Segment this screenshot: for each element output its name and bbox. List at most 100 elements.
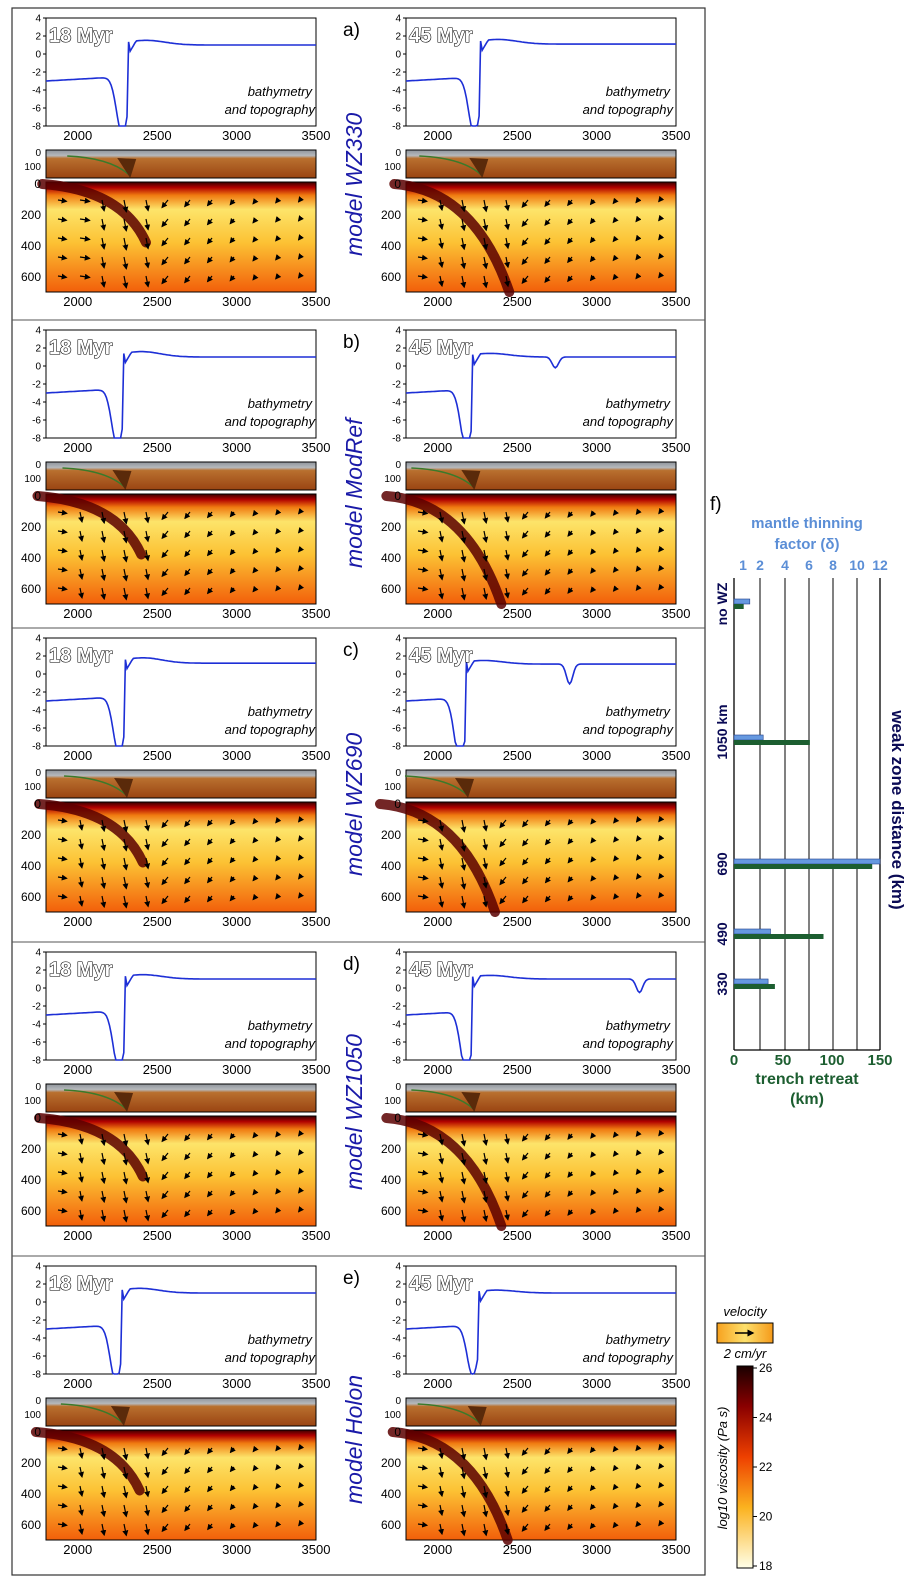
velocity-arrow <box>122 819 129 833</box>
row-letter: e) <box>343 1268 360 1289</box>
crust-ytick-label: 100 <box>24 162 41 173</box>
mantle-ytick-label: 200 <box>381 828 401 842</box>
velocity-arrow <box>417 874 429 881</box>
velocity-arrow <box>252 217 259 224</box>
velocity-arrow <box>482 218 489 232</box>
velocity-arrow <box>460 1133 467 1147</box>
velocity-arrow <box>612 1169 619 1176</box>
velocity-arrow <box>567 218 574 226</box>
panel-c-right: 4 2 0 -2 -4 -6 -8 45 Myr bathymetry and topograph… <box>375 634 690 929</box>
mantle-xtick-label: 3500 <box>662 1542 691 1557</box>
top-tick-label: 4 <box>781 557 789 573</box>
bathy-ytick-label: -8 <box>32 434 41 445</box>
bathy-xtick-label: 3500 <box>662 128 691 143</box>
bar-trench-retreat <box>734 604 744 609</box>
bathy-ytick-label: -8 <box>32 122 41 133</box>
slab-body <box>381 1113 507 1231</box>
velocity-arrow <box>612 1502 619 1510</box>
velocity-arrow <box>144 275 151 288</box>
crust-section <box>45 461 317 491</box>
velocity-arrow <box>544 218 551 227</box>
velocity-arrow <box>567 1171 574 1178</box>
velocity-arrow <box>297 583 305 591</box>
slab-body <box>387 1427 513 1545</box>
slab-tip <box>455 778 474 798</box>
bar-mantle-thinning <box>733 928 771 935</box>
top-tick-label: 8 <box>829 557 837 573</box>
slab-tip <box>114 1092 134 1112</box>
velocity-arrow <box>635 1501 642 1509</box>
category-label: 1050 km <box>714 704 730 759</box>
bathy-xtick-label: 3500 <box>302 1376 331 1391</box>
velocity-arrow <box>417 1521 429 1528</box>
velocity-arrow <box>184 587 191 596</box>
velocity-arrow <box>635 816 642 823</box>
bathy-ytick-label: -4 <box>32 1020 41 1031</box>
slab-body <box>32 491 147 560</box>
bathy-ytick-label: 0 <box>395 362 401 373</box>
velocity-arrow <box>567 1190 574 1197</box>
crust-ytick-label: 0 <box>395 1396 401 1407</box>
velocity-arrow <box>567 818 574 826</box>
velocity-arrow <box>544 895 551 903</box>
velocity-arrow <box>144 530 151 543</box>
mantle-ytick-label: 600 <box>381 890 401 904</box>
velocity-arrow <box>589 1446 596 1454</box>
velocity-arrow <box>100 1152 107 1166</box>
velocity-arrow <box>184 275 191 284</box>
velocity-arrow <box>438 1209 445 1222</box>
bottom-tick-label: 150 <box>867 1052 892 1069</box>
bathy-xtick-label: 2000 <box>423 1062 452 1077</box>
velocity-arrow <box>122 1190 129 1204</box>
velocity-arrow <box>275 1520 282 1528</box>
velocity-arrow <box>78 838 84 850</box>
velocity-arrow <box>460 895 467 909</box>
mantle-xtick-label: 2000 <box>63 1228 92 1243</box>
time-label: 18 Myr <box>49 337 113 359</box>
velocity-arrow <box>590 837 597 844</box>
velocity-arrow <box>521 256 529 266</box>
velocity-arrow <box>460 819 467 833</box>
bathy-xtick-label: 3500 <box>662 440 691 455</box>
velocity-arrow <box>78 1190 84 1202</box>
velocity-arrow <box>184 1190 191 1199</box>
panel-e-left: 4 2 0 -2 -4 -6 -8 18 Myr bathymetry and topograph… <box>21 1262 330 1558</box>
velocity-arrow <box>206 819 214 827</box>
velocity-arrow <box>635 508 642 516</box>
bottom-axis-title-2: (km) <box>790 1091 824 1108</box>
bathymetry-profile <box>405 974 676 1061</box>
velocity-arrow <box>161 275 169 285</box>
velocity-arrow <box>460 838 467 852</box>
crust-ytick-label: 100 <box>24 782 41 793</box>
velocity-arrow <box>438 876 445 889</box>
bathymetry-profile <box>45 350 316 439</box>
velocity-arrow <box>100 1466 107 1480</box>
bathy-xtick-label: 2500 <box>503 1376 532 1391</box>
bathy-ytick-label: -4 <box>392 1020 401 1031</box>
velocity-arrow <box>229 1189 236 1197</box>
velocity-arrow <box>417 1483 429 1490</box>
velocity-arrow <box>567 256 574 264</box>
bathy-ytick-label: -8 <box>392 1370 401 1381</box>
velocity-arrow <box>438 1152 445 1165</box>
time-label: 45 Myr <box>409 337 473 359</box>
velocity-arrow <box>504 237 511 250</box>
velocity-arrow <box>57 1131 68 1138</box>
bathy-xtick-label: 2500 <box>503 440 532 455</box>
velocity-arrow <box>567 511 574 518</box>
bathy-ytick-label: -4 <box>392 398 401 409</box>
mantle-ytick-label: 0 <box>394 1425 401 1439</box>
crust-section <box>45 769 317 799</box>
panel-b-right: 4 2 0 -2 -4 -6 -8 45 Myr bathymetry and topograph… <box>381 326 690 622</box>
velocity-arrow <box>544 237 551 246</box>
velocity-arrow <box>635 272 642 280</box>
velocity-arrow <box>417 817 429 824</box>
velocity-arrow <box>57 547 68 554</box>
velocity-arrow <box>144 1190 151 1203</box>
velocity-arrow <box>275 508 282 516</box>
row-letter: b) <box>343 332 360 353</box>
velocity-arrow <box>635 1130 642 1138</box>
bathymetry-box <box>405 637 677 747</box>
velocity-arrow <box>504 1485 511 1498</box>
